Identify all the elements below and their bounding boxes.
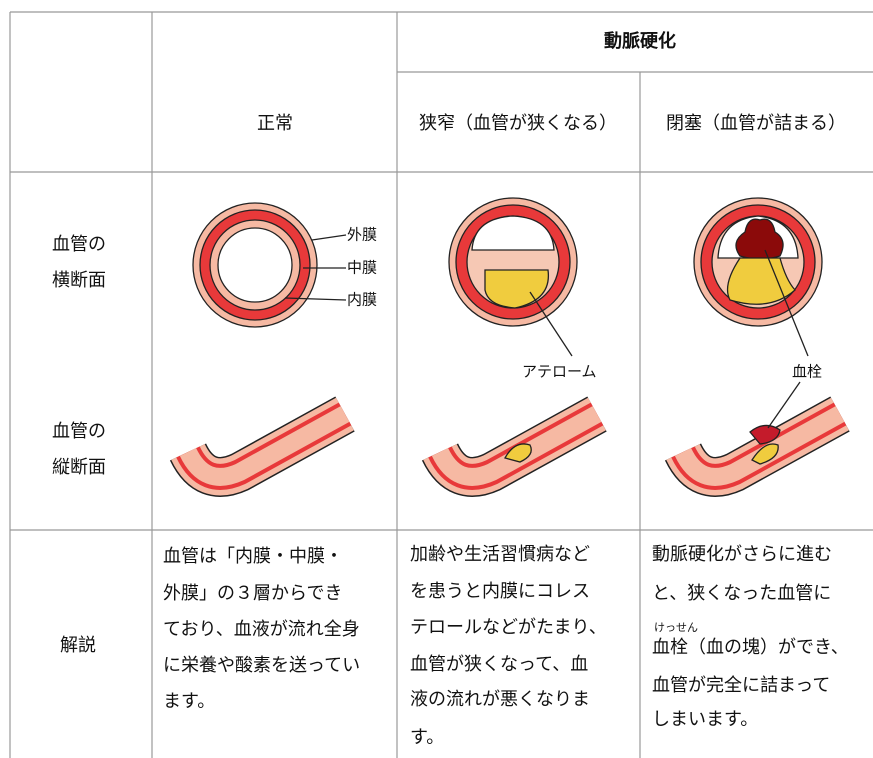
row-label: 解説 — [60, 635, 96, 656]
explanation-line: と、狭くなった血管に — [652, 583, 831, 604]
occlusion-cross-section — [693, 197, 823, 357]
column-header: 閉塞（血管が詰まる） — [666, 113, 846, 134]
explanation-line: しまいます。 — [652, 709, 758, 730]
row-label: 血管の — [52, 421, 106, 442]
column-header: 正常 — [257, 113, 293, 134]
table-grid — [9, 11, 873, 758]
occlusion-longitudinal — [664, 381, 850, 497]
explanation-line: す。 — [410, 727, 444, 748]
explanation-line: 動脈硬化がさらに進む — [652, 544, 832, 565]
layer-label: 内膜 — [347, 291, 377, 309]
row-label: 血管の — [52, 234, 106, 255]
explanation-line: に栄養や酸素を送ってい — [163, 655, 360, 676]
annotation: アテローム — [522, 363, 597, 381]
column-header: 狭窄（血管が狭くなる） — [419, 113, 617, 134]
stenosis-cross-section — [448, 197, 578, 357]
row-label: 横断面 — [52, 270, 106, 291]
normal-longitudinal — [169, 396, 355, 497]
layer-label: 中膜 — [347, 259, 377, 277]
explanation-line: を患うと内膜にコレス — [410, 581, 590, 602]
explanation-line: 液の流れが悪くなりま — [410, 689, 590, 710]
normal-cross-section — [192, 202, 347, 328]
explanation-line: 血管は「内膜・中膜・ — [163, 546, 343, 567]
explanation-line: 血栓（血の塊）ができ、 — [652, 637, 849, 658]
explanation-line: 外膜」の３層からでき — [163, 583, 342, 604]
explanation-line: 血管が狭くなって、血 — [410, 654, 588, 675]
row-label: 縦断面 — [52, 457, 106, 478]
explanation-line: 血管が完全に詰まって — [652, 675, 830, 696]
explanation-line: ます。 — [163, 691, 215, 712]
stenosis-longitudinal — [421, 396, 607, 497]
group-header: 動脈硬化 — [604, 30, 676, 52]
layer-label: 外膜 — [347, 226, 377, 244]
annotation: 血栓 — [792, 363, 822, 381]
explanation-line: テロールなどがたまり、 — [410, 617, 607, 638]
ruby: けっせん — [654, 621, 698, 634]
explanation-line: ており、血液が流れ全身 — [163, 619, 360, 640]
explanation-line: 加齢や生活習慣病など — [410, 544, 590, 565]
